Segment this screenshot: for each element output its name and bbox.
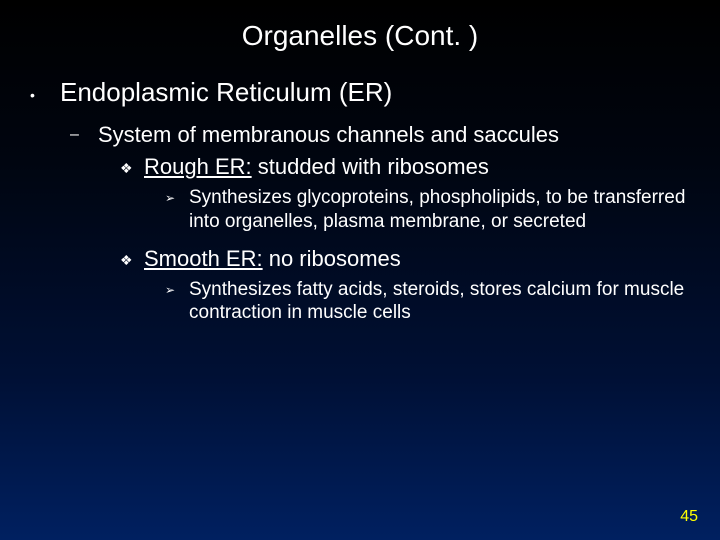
page-number: 45 (680, 508, 698, 526)
smooth-er-desc: no ribosomes (263, 246, 401, 271)
bullet-level4: ➢ Synthesizes glycoproteins, phospholipi… (165, 186, 690, 234)
arrow-bullet-icon: ➢ (165, 186, 189, 234)
dash-bullet-icon: – (70, 122, 98, 148)
l4-text: Synthesizes glycoproteins, phospholipids… (189, 186, 690, 234)
slide-title: Organelles (Cont. ) (0, 0, 720, 77)
diamond-bullet-icon: ❖ (120, 246, 144, 272)
diamond-bullet-icon: ❖ (120, 154, 144, 180)
bullet-level3: ❖ Rough ER: studded with ribosomes (120, 154, 690, 180)
arrow-bullet-icon: ➢ (165, 278, 189, 326)
disc-bullet-icon: • (30, 77, 60, 108)
bullet-level1: • Endoplasmic Reticulum (ER) (30, 77, 690, 108)
smooth-er-label: Smooth ER: (144, 246, 263, 271)
bullet-level4: ➢ Synthesizes fatty acids, steroids, sto… (165, 278, 690, 326)
l2-text: System of membranous channels and saccul… (98, 122, 690, 148)
l4-text: Synthesizes fatty acids, steroids, store… (189, 278, 690, 326)
l1-text: Endoplasmic Reticulum (ER) (60, 77, 690, 108)
l3-text: Smooth ER: no ribosomes (144, 246, 690, 272)
slide-content: • Endoplasmic Reticulum (ER) – System of… (0, 77, 720, 325)
bullet-level3: ❖ Smooth ER: no ribosomes (120, 246, 690, 272)
bullet-level2: – System of membranous channels and sacc… (70, 122, 690, 148)
l3-text: Rough ER: studded with ribosomes (144, 154, 690, 180)
rough-er-desc: studded with ribosomes (252, 154, 489, 179)
rough-er-label: Rough ER: (144, 154, 252, 179)
